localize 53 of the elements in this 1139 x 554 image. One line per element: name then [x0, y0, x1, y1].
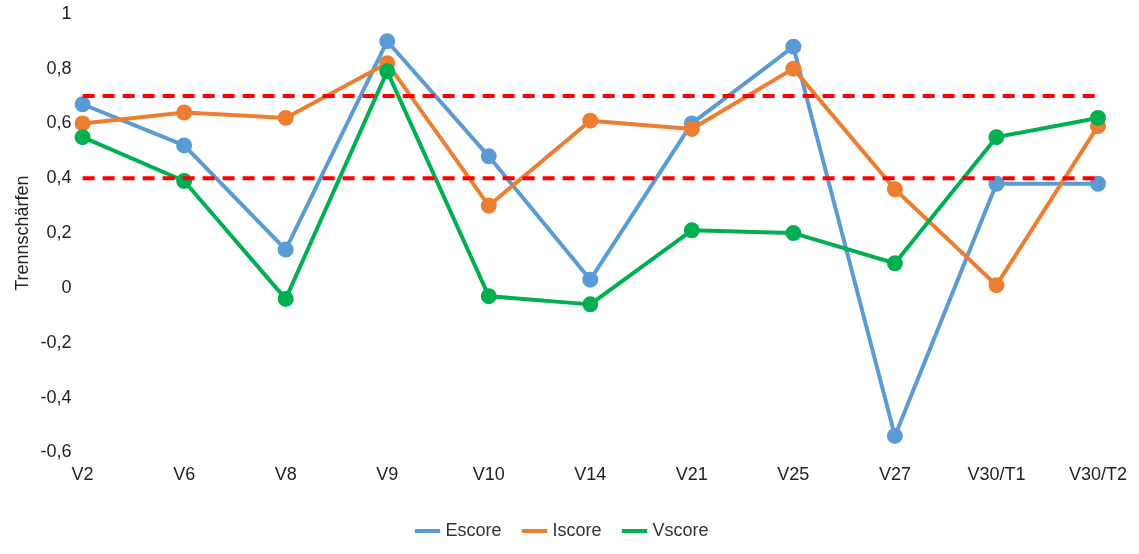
point [683, 120, 700, 137]
point [988, 129, 1005, 146]
y-tick-label: 1 [61, 2, 72, 23]
point [379, 63, 396, 80]
point [988, 175, 1005, 192]
point [379, 33, 396, 50]
point [886, 255, 903, 272]
y-tick-label: -0,6 [40, 441, 72, 462]
x-tick-label: V27 [878, 464, 911, 485]
legend-label: Escore [445, 519, 502, 540]
point [277, 241, 294, 258]
point [582, 112, 599, 129]
y-tick-label: -0,2 [40, 331, 72, 352]
x-tick-label: V2 [71, 464, 94, 485]
x-tick-label: V10 [472, 464, 505, 485]
point [988, 277, 1005, 294]
x-tick-label: V30/T2 [1068, 464, 1128, 485]
point [277, 290, 294, 307]
y-tick-label: 0,6 [46, 112, 72, 133]
point [480, 148, 497, 165]
legend-label: Vscore [652, 519, 709, 540]
y-tick-label: -0,4 [40, 386, 72, 407]
x-tick-label: V14 [574, 464, 607, 485]
point [176, 104, 193, 121]
point [582, 296, 599, 313]
point [480, 197, 497, 214]
point [582, 271, 599, 288]
point [1089, 175, 1106, 192]
y-tick-label: 0,4 [46, 167, 72, 188]
legend-label: Iscore [552, 519, 602, 540]
y-axis-title: Trennschärfen [11, 175, 32, 291]
point [1089, 109, 1106, 126]
point [74, 115, 91, 132]
point [683, 222, 700, 239]
point [480, 288, 497, 305]
point [785, 38, 802, 55]
y-tick-label: 0,8 [46, 57, 72, 78]
x-tick-label: V25 [777, 464, 810, 485]
point [785, 60, 802, 77]
point [886, 427, 903, 444]
point [785, 225, 802, 242]
x-tick-label: V21 [675, 464, 708, 485]
point [176, 137, 193, 154]
point [886, 181, 903, 198]
y-tick-label: 0,2 [46, 222, 72, 243]
point [277, 109, 294, 126]
point [74, 129, 91, 146]
x-tick-label: V9 [376, 464, 399, 485]
y-tick-label: 0 [61, 276, 72, 297]
point [74, 96, 91, 113]
x-tick-label: V6 [173, 464, 196, 485]
x-tick-label: V30/T1 [967, 464, 1026, 485]
x-tick-label: V8 [274, 464, 297, 485]
